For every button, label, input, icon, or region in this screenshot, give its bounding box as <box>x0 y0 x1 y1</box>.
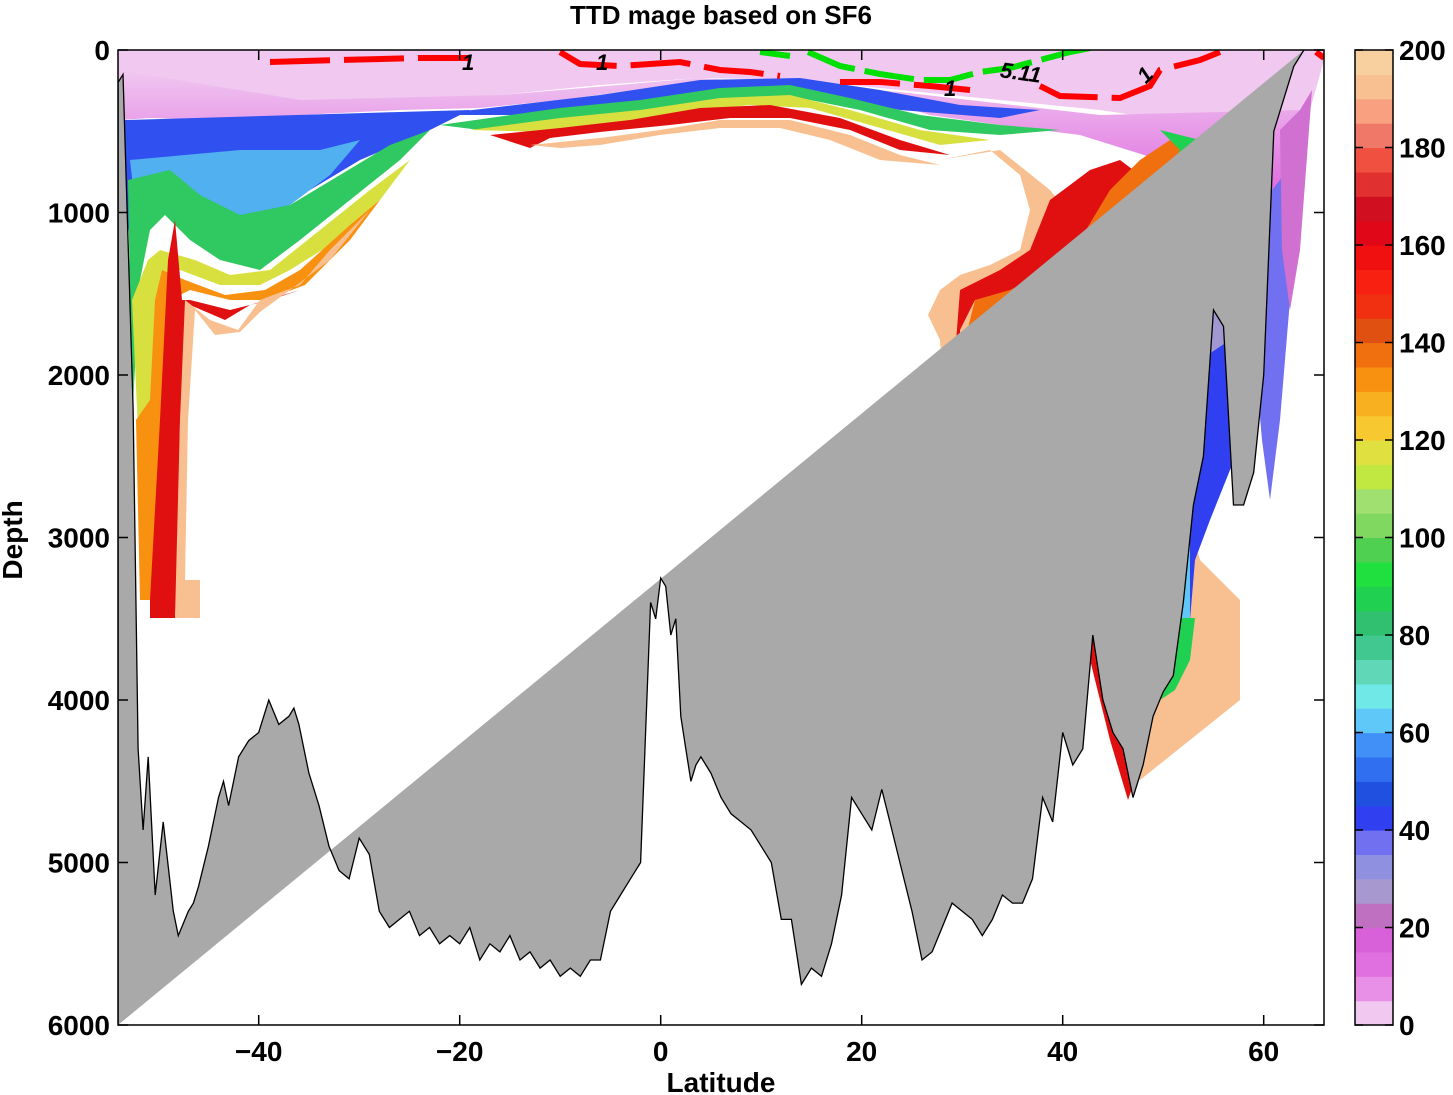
colorbar-swatch <box>1355 610 1393 636</box>
colorbar-swatch <box>1355 318 1393 344</box>
y-tick-label: 4000 <box>48 685 110 716</box>
field-north-east-magenta <box>1280 90 1312 310</box>
colorbar-swatch <box>1355 927 1393 953</box>
colorbar-swatch <box>1355 50 1393 75</box>
x-axis-title: Latitude <box>667 1067 776 1095</box>
field-eq-red <box>490 105 950 155</box>
colorbar-swatch <box>1355 659 1393 685</box>
colorbar-swatch <box>1355 98 1393 124</box>
colorbar-swatch <box>1355 756 1393 782</box>
colorbar-swatch <box>1355 586 1393 612</box>
bathymetry <box>118 50 1305 1025</box>
x-tick-label: 40 <box>1047 1036 1078 1067</box>
field-south-green <box>128 130 430 420</box>
colorbar-tick-label: 20 <box>1399 913 1430 944</box>
colorbar-swatch <box>1355 781 1393 807</box>
colorbar-tick-label: 180 <box>1399 133 1446 164</box>
y-tick-label: 0 <box>94 35 110 66</box>
colorbar-swatch <box>1355 147 1393 173</box>
colorbar-swatch <box>1355 513 1393 539</box>
colorbar-swatch <box>1355 440 1393 465</box>
x-tick-label: 20 <box>846 1036 877 1067</box>
colorbar-tick-label: 60 <box>1399 718 1430 749</box>
colorbar-swatch <box>1355 464 1393 490</box>
contour-label: 5.11 <box>999 57 1043 87</box>
colorbar-swatch <box>1355 1000 1393 1026</box>
colorbar-swatch <box>1355 391 1393 417</box>
colorbar-tick-label: 140 <box>1399 328 1446 359</box>
colorbar-swatch <box>1355 854 1393 880</box>
colorbar-tick-label: 200 <box>1399 35 1446 66</box>
x-tick-label: 60 <box>1248 1036 1279 1067</box>
contour-label: 1 <box>462 50 474 75</box>
colorbar-swatch <box>1355 561 1393 587</box>
colorbar-tick-label: 40 <box>1399 815 1430 846</box>
colorbar-swatch <box>1355 245 1393 270</box>
contour-label: 1 <box>596 50 608 75</box>
colorbar-swatch <box>1355 196 1393 222</box>
colorbar-tick-label: 100 <box>1399 523 1446 554</box>
colorbar-swatch <box>1355 976 1393 1002</box>
colorbar-swatch <box>1355 951 1393 977</box>
colorbar-swatch <box>1355 293 1393 319</box>
colorbar-tick-label: 120 <box>1399 425 1446 456</box>
colorbar-swatch <box>1355 537 1393 563</box>
field-eq-green <box>440 85 1060 135</box>
colorbar-swatch <box>1355 171 1393 197</box>
colorbar-swatch <box>1355 220 1393 246</box>
colorbar-tick-label: 80 <box>1399 620 1430 651</box>
colorbar-swatch <box>1355 269 1393 295</box>
colorbar-swatch <box>1355 805 1393 831</box>
colorbar-swatch <box>1355 708 1393 734</box>
colorbar: 0 20 40 60 80 100 120 140 160 180 200 <box>1354 35 1446 1041</box>
y-tick-label: 6000 <box>48 1010 110 1041</box>
contour-line-green <box>759 50 1091 83</box>
colorbar-swatch <box>1355 488 1393 514</box>
contour-label: 1 <box>944 76 956 101</box>
colorbar-tick-label: 160 <box>1399 230 1446 261</box>
y-tick-label: 2000 <box>48 360 110 391</box>
y-tick-label: 1000 <box>48 198 110 229</box>
field-surface-low-age <box>118 50 1324 125</box>
field-upper-magenta <box>118 70 1300 330</box>
colorbar-swatch <box>1355 830 1393 855</box>
x-tick-label: −20 <box>436 1036 484 1067</box>
colorbar-swatch <box>1355 415 1393 441</box>
y-tick-label: 5000 <box>48 848 110 879</box>
plot-area <box>118 50 1324 1025</box>
x-axis: −40 −20 0 20 40 60 <box>235 50 1279 1067</box>
chart-title: TTD mage based on SF6 <box>570 0 872 30</box>
colorbar-swatch <box>1355 74 1393 100</box>
y-axis: 0 1000 2000 3000 4000 5000 6000 <box>48 35 1324 1041</box>
contour-labels: 1 1 1 1 5.11 <box>462 50 1158 101</box>
contour-lines <box>269 50 1324 102</box>
field-south-yellow <box>132 160 410 430</box>
colorbar-tick-label: 0 <box>1399 1010 1415 1041</box>
colorbar-swatch <box>1355 366 1393 392</box>
y-axis-title: Depth <box>0 500 28 579</box>
colorbar-swatch <box>1355 732 1393 758</box>
colorbar-swatch <box>1355 342 1393 368</box>
field-eq-yellow <box>470 95 990 145</box>
x-tick-label: −40 <box>235 1036 283 1067</box>
colorbar-swatch <box>1355 878 1393 904</box>
field-eq-peach <box>530 120 940 165</box>
contour-line-red <box>269 50 1324 102</box>
y-tick-label: 3000 <box>48 523 110 554</box>
x-tick-label: 0 <box>653 1036 669 1067</box>
colorbar-swatch <box>1355 903 1393 929</box>
colorbar-swatch <box>1355 635 1393 660</box>
colorbar-swatch <box>1355 683 1393 709</box>
colorbar-swatch <box>1355 123 1393 149</box>
